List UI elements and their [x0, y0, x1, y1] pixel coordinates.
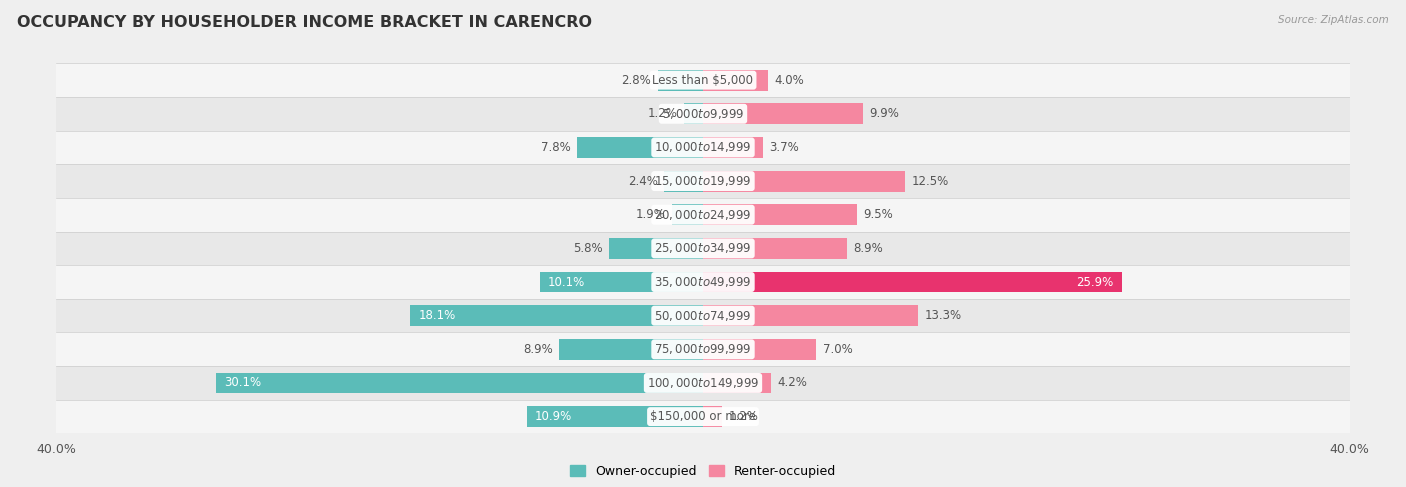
Bar [703, 339, 815, 360]
Text: 2.4%: 2.4% [628, 174, 658, 187]
Text: 1.2%: 1.2% [647, 107, 678, 120]
Bar [56, 265, 1350, 299]
Bar [683, 103, 703, 124]
Text: 7.8%: 7.8% [541, 141, 571, 154]
Text: $20,000 to $24,999: $20,000 to $24,999 [654, 208, 752, 222]
Bar [658, 70, 703, 91]
Text: 25.9%: 25.9% [1077, 276, 1114, 288]
Bar [527, 406, 703, 427]
Bar [56, 97, 1350, 131]
Bar [56, 231, 1350, 265]
Text: 5.8%: 5.8% [574, 242, 603, 255]
Text: 10.9%: 10.9% [534, 410, 572, 423]
Bar [703, 406, 723, 427]
Text: 10.1%: 10.1% [548, 276, 585, 288]
Bar [540, 272, 703, 293]
Bar [672, 204, 703, 225]
Text: OCCUPANCY BY HOUSEHOLDER INCOME BRACKET IN CARENCRO: OCCUPANCY BY HOUSEHOLDER INCOME BRACKET … [17, 15, 592, 30]
Bar [703, 170, 905, 191]
Bar [703, 272, 1122, 293]
Text: 1.2%: 1.2% [728, 410, 759, 423]
Text: 9.5%: 9.5% [863, 208, 893, 221]
Bar [56, 198, 1350, 231]
Text: $100,000 to $149,999: $100,000 to $149,999 [647, 376, 759, 390]
Bar [56, 333, 1350, 366]
Bar [703, 373, 770, 393]
Bar [703, 70, 768, 91]
Text: $50,000 to $74,999: $50,000 to $74,999 [654, 309, 752, 323]
Bar [217, 373, 703, 393]
Text: 4.0%: 4.0% [775, 74, 804, 87]
Text: 3.7%: 3.7% [769, 141, 799, 154]
Text: $35,000 to $49,999: $35,000 to $49,999 [654, 275, 752, 289]
Text: Source: ZipAtlas.com: Source: ZipAtlas.com [1278, 15, 1389, 25]
Text: 2.8%: 2.8% [621, 74, 651, 87]
Text: 4.2%: 4.2% [778, 376, 807, 390]
Text: 18.1%: 18.1% [419, 309, 456, 322]
Bar [576, 137, 703, 158]
Text: 12.5%: 12.5% [911, 174, 949, 187]
Bar [411, 305, 703, 326]
Bar [560, 339, 703, 360]
Bar [703, 238, 846, 259]
Text: $150,000 or more: $150,000 or more [650, 410, 756, 423]
Text: 9.9%: 9.9% [869, 107, 900, 120]
Text: $75,000 to $99,999: $75,000 to $99,999 [654, 342, 752, 356]
Text: 8.9%: 8.9% [523, 343, 553, 356]
Text: 8.9%: 8.9% [853, 242, 883, 255]
Bar [703, 137, 763, 158]
Text: $5,000 to $9,999: $5,000 to $9,999 [662, 107, 744, 121]
Bar [664, 170, 703, 191]
Text: $10,000 to $14,999: $10,000 to $14,999 [654, 140, 752, 154]
Bar [56, 366, 1350, 400]
Text: 30.1%: 30.1% [225, 376, 262, 390]
Text: $25,000 to $34,999: $25,000 to $34,999 [654, 242, 752, 255]
Bar [56, 164, 1350, 198]
Text: $15,000 to $19,999: $15,000 to $19,999 [654, 174, 752, 188]
Bar [56, 299, 1350, 333]
Text: 7.0%: 7.0% [823, 343, 852, 356]
Bar [56, 63, 1350, 97]
Text: 1.9%: 1.9% [636, 208, 666, 221]
Text: 13.3%: 13.3% [925, 309, 962, 322]
Bar [703, 305, 918, 326]
Bar [56, 131, 1350, 164]
Bar [56, 400, 1350, 433]
Legend: Owner-occupied, Renter-occupied: Owner-occupied, Renter-occupied [565, 460, 841, 483]
Bar [703, 103, 863, 124]
Text: Less than $5,000: Less than $5,000 [652, 74, 754, 87]
Bar [609, 238, 703, 259]
Bar [703, 204, 856, 225]
